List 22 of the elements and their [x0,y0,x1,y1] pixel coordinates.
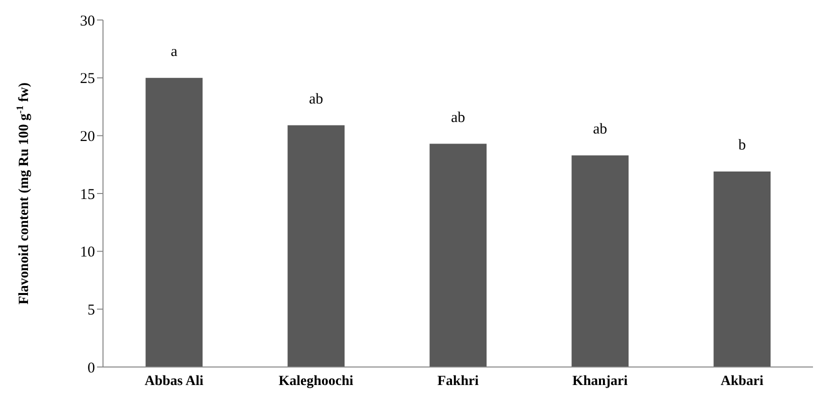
x-tick-label: Fakhri [437,374,479,389]
y-tick-label: 30 [80,13,95,30]
bar [146,78,203,367]
data-label: b [738,138,746,154]
data-label: ab [593,121,608,138]
x-tick-label: Akbari [720,374,764,389]
y-tick-label: 20 [80,128,95,145]
y-tick-label: 0 [88,360,95,376]
data-label: a [170,44,178,60]
y-tick-label: 10 [80,244,95,261]
y-tick-label: 15 [80,186,95,203]
bar [288,125,345,367]
x-tick-label: Khanjari [572,374,628,389]
bar [572,155,629,367]
x-tick-label: Abbas Ali [144,374,204,389]
y-tick-label: 25 [80,71,95,88]
bar [430,144,487,367]
data-label: ab [309,91,324,108]
x-tick-label: Kaleghoochi [278,374,354,389]
bar [714,172,771,367]
data-label: ab [451,110,466,126]
y-tick-label: 5 [88,302,95,318]
